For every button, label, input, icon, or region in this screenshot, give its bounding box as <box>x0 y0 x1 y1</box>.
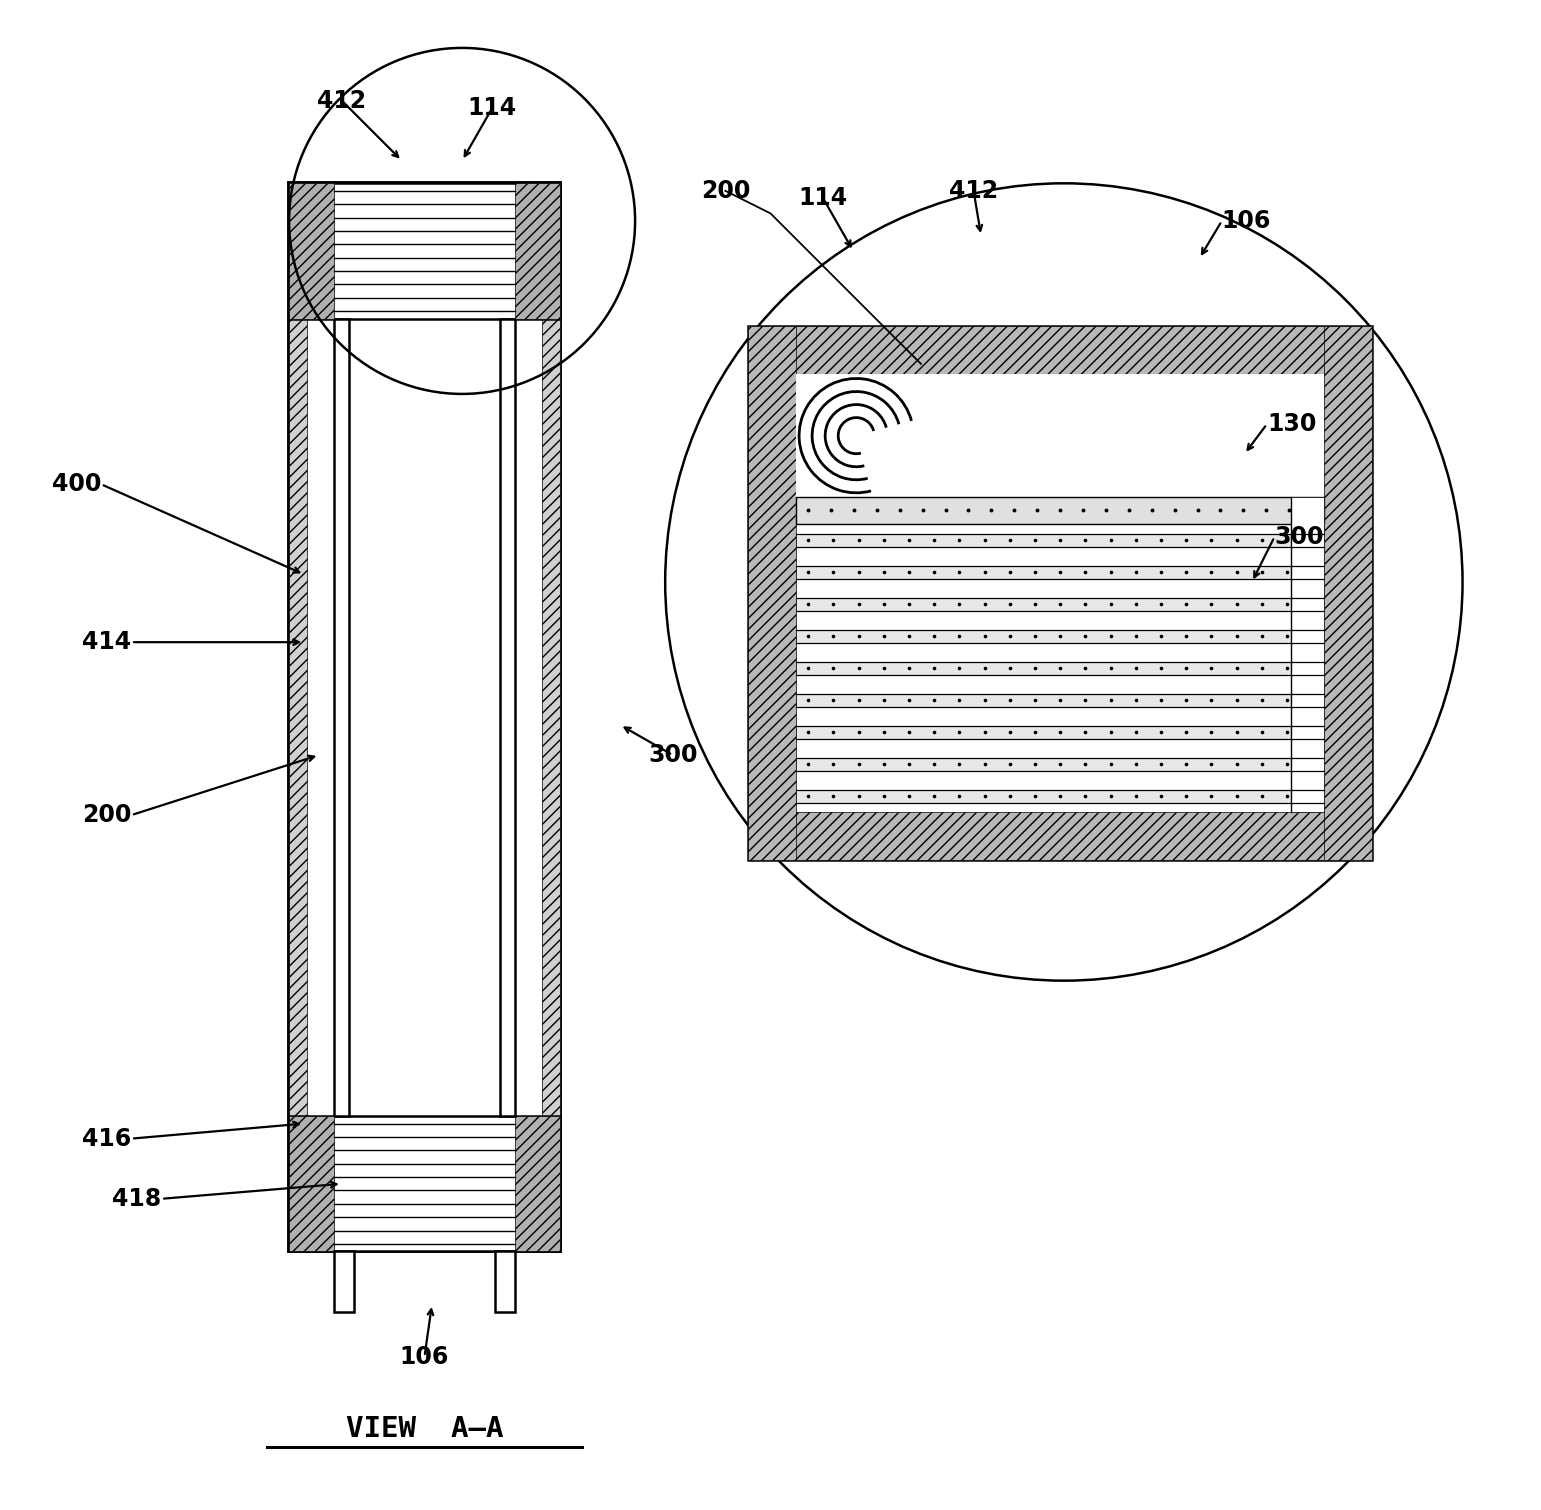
Bar <box>290 319 307 1116</box>
Bar <box>797 661 1324 675</box>
Text: 114: 114 <box>798 186 848 210</box>
Bar <box>515 1116 559 1252</box>
Text: 400: 400 <box>52 473 102 497</box>
Text: 200: 200 <box>701 178 750 202</box>
Bar <box>797 693 1324 707</box>
Text: 416: 416 <box>82 1126 131 1151</box>
Bar <box>1324 326 1373 861</box>
Bar <box>747 812 1373 861</box>
Text: 300: 300 <box>647 743 698 767</box>
Bar <box>797 533 1324 547</box>
Bar <box>797 790 1324 803</box>
Bar <box>797 374 1324 497</box>
Bar <box>1291 497 1324 812</box>
Text: 130: 130 <box>1267 412 1316 436</box>
Bar <box>495 1252 515 1312</box>
Bar <box>797 758 1324 772</box>
Text: 418: 418 <box>112 1187 162 1211</box>
Bar <box>501 319 515 1116</box>
Bar <box>747 326 797 861</box>
Bar <box>797 630 1324 643</box>
Bar <box>290 1116 559 1252</box>
Bar <box>334 319 348 1116</box>
Bar <box>747 326 1373 861</box>
Text: 114: 114 <box>467 97 516 121</box>
Bar <box>797 497 1324 524</box>
Bar <box>515 183 559 319</box>
Text: 414: 414 <box>82 630 131 654</box>
Text: 200: 200 <box>82 803 131 827</box>
Bar <box>797 598 1324 612</box>
Bar <box>797 726 1324 740</box>
Text: 412: 412 <box>317 89 367 113</box>
Bar <box>747 326 1373 374</box>
Bar <box>290 183 334 319</box>
Text: 106: 106 <box>1222 208 1271 233</box>
Bar <box>334 1252 354 1312</box>
Bar <box>290 183 559 1252</box>
Bar <box>290 183 559 319</box>
Text: 412: 412 <box>949 178 999 202</box>
Bar <box>797 566 1324 580</box>
Text: 106: 106 <box>399 1345 448 1368</box>
Text: VIEW  A–A: VIEW A–A <box>345 1415 504 1444</box>
Bar <box>290 1116 334 1252</box>
Text: 300: 300 <box>1274 525 1324 548</box>
Circle shape <box>666 183 1462 980</box>
Bar <box>542 319 559 1116</box>
